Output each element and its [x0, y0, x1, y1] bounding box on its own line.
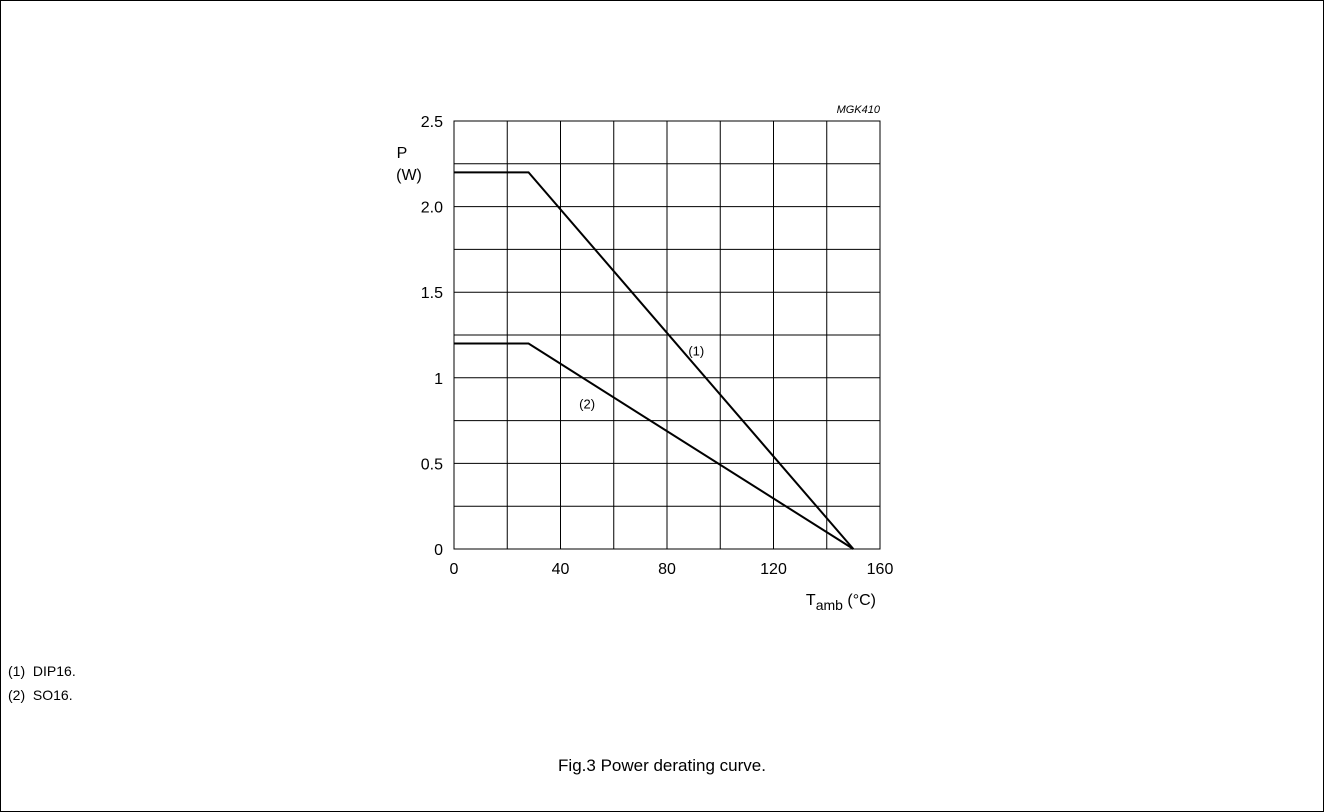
note-1: (1) DIP16. [8, 659, 76, 683]
figure-code: MGK410 [837, 104, 881, 116]
x-axis-label-main: T [806, 592, 816, 609]
x-tick-label: 160 [867, 561, 894, 578]
y-tick-label: 1 [434, 371, 443, 388]
y-tick-label: 2.5 [421, 114, 443, 131]
note-1-number: (1) [8, 663, 26, 679]
x-axis-label: Tamb (°C) [806, 592, 876, 613]
series-2-label: (2) [579, 397, 595, 412]
x-axis-label-subscript: amb [816, 597, 843, 613]
series-1-label: (1) [688, 344, 704, 359]
x-tick-label: 120 [760, 561, 787, 578]
chart-grid [454, 121, 880, 549]
y-tick-label: 0.5 [421, 456, 443, 473]
note-1-text: DIP16. [32, 663, 76, 679]
note-2-number: (2) [8, 687, 26, 703]
x-tick-label: 0 [450, 561, 459, 578]
notes-list: (1) DIP16. (2) SO16. [8, 659, 76, 707]
y-tick-label: 0 [434, 542, 443, 559]
y-tick-label: 2.0 [421, 200, 443, 217]
note-2: (2) SO16. [8, 683, 76, 707]
series-layer: (1) (2) [454, 171, 855, 550]
figure-caption: Fig.3 Power derating curve. [558, 756, 766, 775]
x-axis-label-unit: (°C) [843, 592, 876, 609]
tick-labels: 0 40 80 120 160 0 0.5 1 1.5 2.0 2.5 [421, 114, 894, 578]
series-2-line [454, 342, 854, 550]
note-2-text: SO16. [32, 687, 73, 703]
y-axis-label-symbol: P [397, 145, 408, 162]
y-axis-label-unit: (W) [396, 167, 422, 184]
series-1-line [454, 171, 855, 550]
y-tick-label: 1.5 [421, 285, 443, 302]
x-tick-label: 80 [658, 561, 676, 578]
x-tick-label: 40 [552, 561, 570, 578]
plot-area-border [453, 120, 881, 550]
